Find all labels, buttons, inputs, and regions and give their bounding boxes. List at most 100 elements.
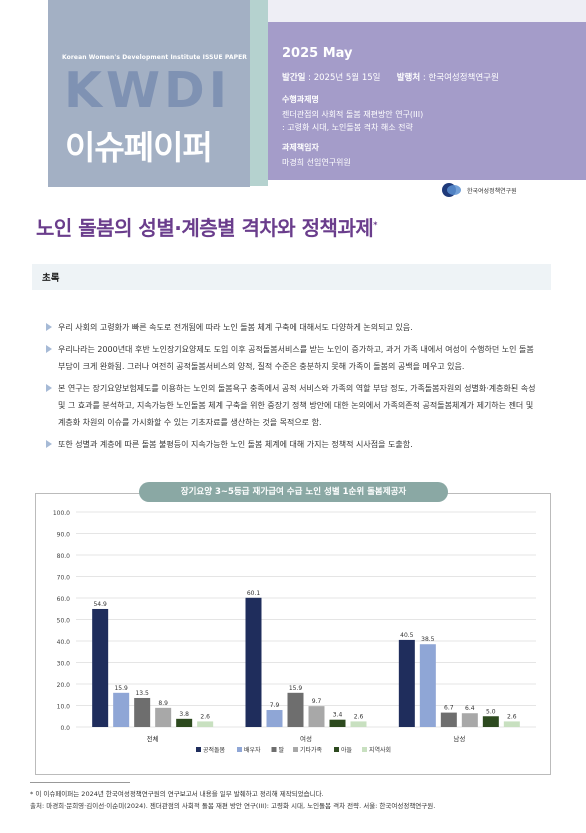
lead-name: 마경희 선임연구위원 (282, 158, 351, 167)
legend-swatch (293, 747, 298, 752)
bullet-text: 또한 성별과 계층에 따른 돌봄 불평등이 지속가능한 노인 돌봄 체계에 대해… (58, 440, 413, 449)
bar (329, 719, 346, 727)
data-label: 54.9 (93, 601, 107, 608)
legend-swatch (362, 747, 367, 752)
data-label: 2.6 (354, 713, 364, 720)
bullet-text: 본 연구는 장기요양보험제도를 이용하는 노인의 돌봄욕구 충족에서 공적 서비… (58, 384, 536, 427)
header-accent-strip (248, 0, 268, 186)
bullet-triangle-icon (46, 345, 52, 353)
bullet-text: 우리 사회의 고령화가 빠른 속도로 전개됨에 따라 노인 돌봄 체계 구축에 … (58, 323, 413, 332)
footnote: * 이 이슈페이퍼는 2024년 한국여성정책연구원의 연구보고서 내용을 일부… (30, 788, 435, 812)
abstract-label: 초록 (42, 273, 60, 284)
data-label: 7.9 (270, 702, 280, 709)
y-tick-label: 50.0 (57, 618, 71, 625)
bar (92, 608, 109, 727)
x-category-label: 여성 (300, 734, 312, 743)
data-label: 9.7 (312, 698, 322, 705)
y-tick-label: 70.0 (57, 575, 71, 582)
legend-swatch (334, 747, 339, 752)
main-title: 노인 돌봄의 성별·계층별 격차와 정책과제* (36, 212, 377, 241)
institute-logo-text: 한국여성정책연구원 (467, 187, 517, 195)
x-category-label: 남성 (453, 734, 465, 743)
bar (245, 597, 262, 727)
legend-swatch (196, 747, 201, 752)
header-right-top (243, 0, 586, 22)
chart-title: 장기요양 3~5등급 재가급여 수급 노인 성별 1순위 돌봄제공자 (139, 482, 448, 502)
y-tick-label: 20.0 (57, 682, 71, 689)
y-tick-label: 100.0 (53, 510, 70, 517)
bar (398, 639, 415, 727)
publication-row: 발간일 : 2025년 5월 15일 발행처 : 한국여성정책연구원 (282, 71, 499, 83)
abstract-bullet: 우리 사회의 고령화가 빠른 속도로 전개됨에 따라 노인 돌봄 체계 구축에 … (46, 319, 543, 336)
y-tick-label: 60.0 (57, 596, 71, 603)
bar (440, 712, 457, 727)
legend-swatch (271, 747, 277, 752)
bar (503, 721, 520, 727)
bullet-triangle-icon (46, 440, 52, 448)
legend-label: 기타가족 (300, 746, 323, 754)
abstract-bullet: 우리나라는 2000년대 후반 노인장기요양제도 도입 이후 공적돌봄서비스를 … (46, 341, 543, 375)
legend-label: 배우자 (244, 746, 261, 754)
abstract-bullet: 본 연구는 장기요양보험제도를 이용하는 노인의 돌봄욕구 충족에서 공적 서비… (46, 380, 543, 431)
issue-title: 이슈페이퍼 (65, 128, 213, 167)
legend-label: 공적돌봄 (203, 747, 226, 754)
pub-date-label: 발간일 (282, 73, 306, 83)
bar (350, 721, 367, 727)
y-tick-label: 30.0 (57, 661, 71, 668)
bullet-triangle-icon (46, 384, 52, 392)
bar (266, 710, 283, 727)
institute-logo: 한국여성정책연구원 (441, 182, 517, 198)
header-right-panel (243, 22, 586, 180)
data-label: 6.4 (465, 705, 475, 712)
data-label: 60.1 (247, 590, 261, 597)
bar (461, 713, 478, 727)
bar (113, 692, 130, 727)
title-footnote-mark: * (373, 220, 377, 230)
data-label: 8.9 (158, 700, 168, 707)
bar (197, 721, 214, 727)
bar (134, 697, 151, 727)
kwdi-wordmark: KWDI (64, 62, 231, 119)
legend-label: 아들 (341, 746, 353, 754)
pub-date: : 2025년 5월 15일 (308, 73, 381, 83)
issue-paper-label: Korean Women's Development Institute ISS… (62, 54, 248, 61)
y-tick-label: 80.0 (57, 553, 71, 560)
institute-logo-icon (442, 183, 461, 197)
chart-svg: 0.0 10.0 20.0 30.0 40.0 50.0 60.0 70.0 80.0 90.0 1… (53, 510, 536, 754)
data-label: 38.5 (421, 636, 435, 643)
abstract-bullet: 또한 성별과 계층에 따른 돌봄 불평등이 지속가능한 노인 돌봄 체계에 대해… (46, 436, 543, 453)
footnote-divider (30, 782, 130, 783)
bar (482, 716, 499, 727)
data-label: 15.9 (289, 685, 303, 692)
data-label: 13.5 (135, 690, 149, 697)
data-label: 2.6 (507, 713, 517, 720)
bar (308, 706, 325, 727)
task-line-2: : 고령화 시대, 노인돌봄 격차 해소 전략 (282, 123, 413, 132)
task-heading: 수행과제명 (282, 95, 319, 104)
data-label: 3.8 (179, 711, 189, 718)
publisher-label: 발행처 (396, 73, 421, 83)
lead-heading: 과제책임자 (282, 143, 319, 152)
bar (176, 718, 193, 727)
bar (419, 644, 436, 727)
y-tick-label: 0.0 (60, 725, 70, 732)
legend-swatch (237, 747, 242, 752)
publisher: : 한국여성정책연구원 (422, 73, 499, 83)
footnote-line-1: * 이 이슈페이퍼는 2024년 한국여성정책연구원의 연구보고서 내용을 일부… (30, 790, 324, 798)
bullet-text: 우리나라는 2000년대 후반 노인장기요양제도 도입 이후 공적돌봄서비스를 … (58, 345, 534, 371)
y-tick-label: 10.0 (57, 704, 71, 711)
chart-frame: 0.0 10.0 20.0 30.0 40.0 50.0 60.0 70.0 80.0 90.0 1… (35, 493, 551, 775)
x-category-label: 전체 (147, 734, 159, 743)
data-label: 3.4 (333, 712, 343, 719)
data-label: 6.7 (444, 705, 454, 712)
footnote-line-2: 출처: 마경희·문희영·김이선·이순미(2024). 젠더관점의 사회적 돌봄 … (30, 802, 436, 810)
abstract-bar (32, 264, 551, 290)
data-label: 2.6 (200, 713, 210, 720)
task-line-1: 젠더관점의 사회적 돌봄 재편방안 연구(III) (282, 110, 424, 119)
bar (155, 707, 172, 727)
data-label: 15.9 (114, 685, 128, 692)
legend-label: 지역사회 (369, 746, 391, 754)
main-title-text: 노인 돌봄의 성별·계층별 격차와 정책과제 (36, 216, 374, 240)
data-label: 40.5 (400, 632, 414, 639)
data-label: 5.0 (486, 708, 496, 715)
